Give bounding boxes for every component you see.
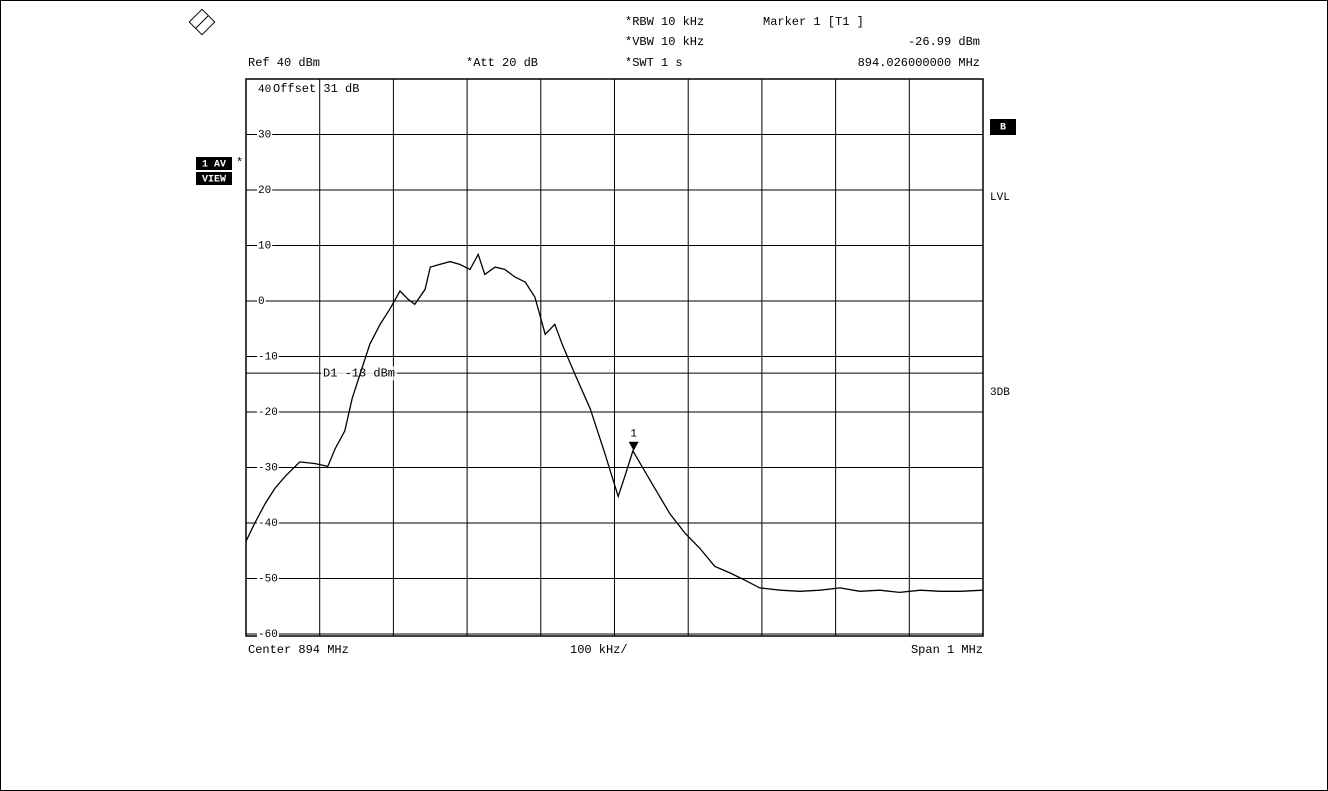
marker-level: -26.99 dBm (908, 35, 980, 49)
tick-label-bg (257, 628, 279, 641)
y-tick-label: 40 (258, 84, 271, 96)
marker-frequency: 894.026000000 MHz (858, 56, 980, 70)
tick-label-bg (257, 573, 279, 586)
display-line-label: D1 -13 dBm (323, 366, 395, 380)
trace-box (196, 157, 232, 170)
sweep-time: *SWT 1 s (625, 56, 683, 70)
tick-label-bg (257, 406, 279, 419)
view-box (196, 172, 232, 185)
side-label: LVL (990, 192, 1010, 204)
y-tick-label: -20 (258, 407, 278, 419)
trace-label: 1 AV (202, 160, 226, 171)
tick-label-bg (257, 295, 266, 308)
y-tick-label: 0 (258, 296, 265, 308)
trace-flag: * (236, 156, 243, 170)
vbw: *VBW 10 kHz (625, 35, 704, 49)
attenuation: *Att 20 dB (466, 56, 538, 70)
y-tick-label: 20 (258, 185, 271, 197)
y-tick-label: -40 (258, 518, 278, 530)
y-tick-label: -10 (258, 351, 278, 363)
rbw: *RBW 10 kHz (625, 15, 704, 29)
y-tick-label: -30 (258, 462, 278, 474)
offset: Offset 31 dB (273, 82, 359, 96)
tick-label-bg (257, 517, 279, 530)
y-tick-label: 30 (258, 129, 271, 141)
division: 100 kHz/ (570, 643, 628, 657)
marker-label: 1 (630, 429, 637, 441)
plot: 40 30 20 10 0 -10 -20 -30 -40 -50 -60 D1 -13 dBm 1 (245, 78, 984, 641)
y-tick-label: -50 (258, 573, 278, 585)
marker (628, 441, 639, 451)
view-label: VIEW (202, 175, 226, 186)
tick-label-bg (257, 240, 273, 253)
side-label: B (1000, 123, 1006, 134)
tick-label-bg (257, 462, 279, 475)
y-tick-label: 10 (258, 240, 271, 252)
tick-label-bg (257, 351, 279, 364)
side-label: 3DB (990, 387, 1010, 399)
tick-label-bg (257, 129, 273, 142)
display-label-bg (321, 366, 398, 381)
trace (245, 252, 984, 594)
ref-level: Ref 40 dBm (248, 56, 320, 70)
marker-name: Marker 1 [T1 ] (763, 15, 864, 29)
span: Span 1 MHz (911, 643, 983, 657)
logo (188, 8, 216, 36)
side-box (990, 119, 1016, 135)
tick-label-bg (257, 184, 273, 197)
y-tick-label: -60 (258, 629, 278, 641)
center-frequency: Center 894 MHz (248, 643, 349, 657)
